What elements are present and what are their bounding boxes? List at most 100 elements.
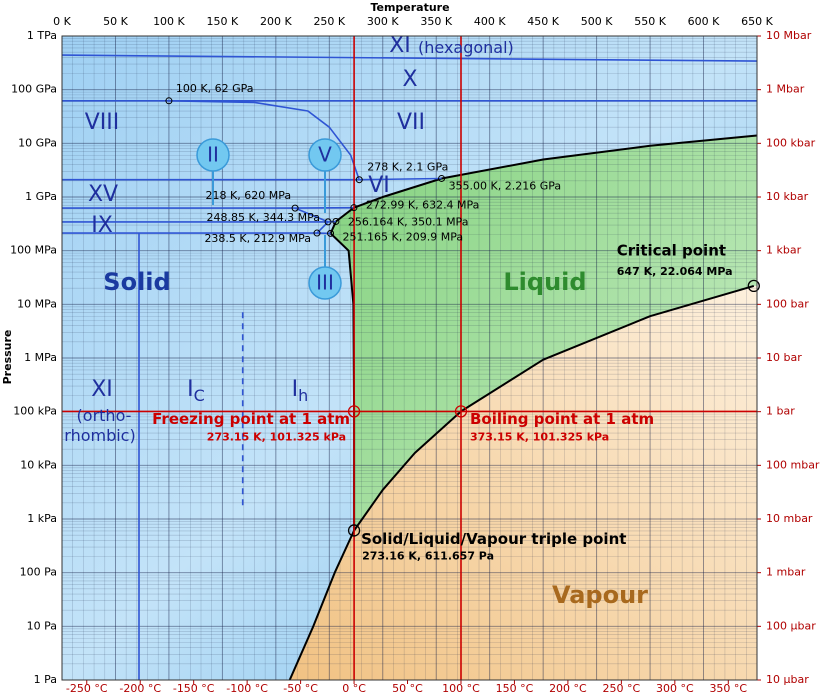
phase-label: VI bbox=[368, 173, 390, 198]
point-label: 256.164 K, 350.1 MPa bbox=[348, 215, 469, 228]
y2-tick-label: 100 µbar bbox=[766, 619, 816, 632]
x2-tick-label: 50 °C bbox=[392, 682, 423, 695]
y2-tick-label: 10 mbar bbox=[766, 512, 813, 525]
phase-label: XV bbox=[88, 182, 118, 207]
x-tick-label: 500 K bbox=[581, 15, 613, 28]
x-tick-label: 600 K bbox=[688, 15, 720, 28]
x2-tick-label: -50 °C bbox=[283, 682, 318, 695]
point-title: Solid/Liquid/Vapour triple point bbox=[361, 530, 626, 548]
phase-label-main: rhombic) bbox=[64, 426, 135, 445]
y2-tick-label: 10 kbar bbox=[766, 190, 809, 203]
bubble-label: V bbox=[318, 143, 332, 167]
x2-tick-label: 0 °C bbox=[342, 682, 366, 695]
point-label: 251.165 K, 209.9 MPa bbox=[343, 230, 464, 243]
phase-label-sub: C bbox=[194, 386, 205, 405]
point-title: Freezing point at 1 atm bbox=[152, 410, 350, 428]
phase-label-main: XV bbox=[88, 182, 118, 207]
phase-label: Solid bbox=[103, 268, 170, 296]
phase-label: VII bbox=[397, 110, 425, 135]
phase-label-main: X bbox=[402, 67, 417, 92]
x-tick-label: 100 K bbox=[153, 15, 185, 28]
point-label: 647 K, 22.064 MPa bbox=[617, 265, 733, 278]
point-label: 278 K, 2.1 GPa bbox=[367, 161, 448, 174]
y2-tick-label: 10 Mbar bbox=[766, 29, 812, 42]
y2-tick-label: 10 µbar bbox=[766, 673, 809, 686]
x2-tick-label: -250 °C bbox=[66, 682, 108, 695]
x-tick-label: 0 K bbox=[53, 15, 71, 28]
point-label: 218 K, 620 MPa bbox=[206, 189, 292, 202]
phase-label: XI bbox=[91, 377, 113, 402]
phase-label-main: IX bbox=[91, 213, 113, 238]
phase-label: XI bbox=[389, 33, 411, 58]
y-tick-label: 10 MPa bbox=[17, 297, 57, 310]
y2-tick-label: 1 mbar bbox=[766, 566, 806, 579]
y2-tick-label: 10 bar bbox=[766, 351, 802, 364]
phase-label-main: (ortho- bbox=[77, 406, 132, 425]
point-label: 355.00 K, 2.216 GPa bbox=[449, 179, 562, 192]
phase-label: rhombic) bbox=[64, 426, 135, 445]
y-tick-label: 10 kPa bbox=[20, 458, 57, 471]
y-tick-label: 1 Pa bbox=[34, 673, 57, 686]
x2-tick-label: -150 °C bbox=[173, 682, 215, 695]
x2-tick-label: -100 °C bbox=[226, 682, 268, 695]
x-tick-label: 200 K bbox=[260, 15, 292, 28]
phase-label-main: VIII bbox=[85, 110, 120, 135]
x-tick-label: 50 K bbox=[103, 15, 128, 28]
y-tick-label: 1 GPa bbox=[25, 190, 57, 203]
y-tick-label: 1 TPa bbox=[27, 29, 57, 42]
point-label: 273.16 K, 611.657 Pa bbox=[362, 549, 494, 562]
x-tick-label: 300 K bbox=[367, 15, 399, 28]
x2-tick-label: -200 °C bbox=[119, 682, 161, 695]
phase-label-main: VII bbox=[397, 110, 425, 135]
x2-tick-label: 200 °C bbox=[549, 682, 587, 695]
phase-label-main: Vapour bbox=[552, 581, 648, 609]
y2-tick-label: 100 bar bbox=[766, 297, 809, 310]
y2-tick-label: 100 mbar bbox=[766, 458, 820, 471]
phase-label: X bbox=[402, 67, 417, 92]
x-tick-label: 250 K bbox=[313, 15, 345, 28]
phase-label-main: Solid bbox=[103, 268, 170, 296]
y-tick-label: 100 Pa bbox=[20, 566, 57, 579]
x-tick-label: 650 K bbox=[741, 15, 773, 28]
y2-tick-label: 100 kbar bbox=[766, 136, 816, 149]
point-title: Critical point bbox=[617, 241, 726, 259]
x2-tick-label: 250 °C bbox=[603, 682, 641, 695]
x-tick-label: 450 K bbox=[527, 15, 559, 28]
x2-tick-label: 100 °C bbox=[442, 682, 480, 695]
phase-label: (hexagonal) bbox=[418, 38, 514, 57]
y2-tick-label: 1 bar bbox=[766, 405, 795, 418]
x2-tick-label: 350 °C bbox=[709, 682, 747, 695]
phase-label-main: Liquid bbox=[503, 268, 586, 296]
y-tick-label: 10 GPa bbox=[18, 136, 57, 149]
phase-label: Vapour bbox=[552, 581, 648, 609]
y-tick-label: 1 kPa bbox=[27, 512, 57, 525]
point-label: 248.85 K, 344.3 MPa bbox=[207, 211, 321, 224]
y-tick-label: 100 kPa bbox=[13, 405, 57, 418]
phase-label: (ortho- bbox=[77, 406, 132, 425]
y-tick-label: 1 MPa bbox=[24, 351, 57, 364]
x-tick-label: 350 K bbox=[420, 15, 452, 28]
phase-label: VIII bbox=[85, 110, 120, 135]
y2-tick-label: 1 Mbar bbox=[766, 83, 805, 96]
phase-label-main: XI bbox=[91, 377, 113, 402]
phase-label-main: XI bbox=[389, 33, 411, 58]
point-title: Boiling point at 1 atm bbox=[470, 410, 654, 428]
phase-label-main: (hexagonal) bbox=[418, 38, 514, 57]
y-axis-title: Pressure bbox=[1, 330, 14, 385]
phase-label-main: VI bbox=[368, 173, 390, 198]
x-tick-label: 400 K bbox=[474, 15, 506, 28]
x2-tick-label: 150 °C bbox=[496, 682, 534, 695]
y-tick-label: 100 GPa bbox=[11, 83, 57, 96]
phase-label: IX bbox=[91, 213, 113, 238]
bubble-label: II bbox=[207, 143, 219, 167]
phase-label: Liquid bbox=[503, 268, 586, 296]
point-label: 373.15 K, 101.325 kPa bbox=[470, 430, 609, 443]
y2-tick-label: 1 kbar bbox=[766, 244, 802, 257]
phase-label-sub: h bbox=[298, 386, 308, 405]
point-label: 100 K, 62 GPa bbox=[176, 82, 254, 95]
x2-tick-label: 300 °C bbox=[656, 682, 694, 695]
point-label: 272.99 K, 632.4 MPa bbox=[366, 199, 480, 212]
x-tick-label: 150 K bbox=[207, 15, 239, 28]
